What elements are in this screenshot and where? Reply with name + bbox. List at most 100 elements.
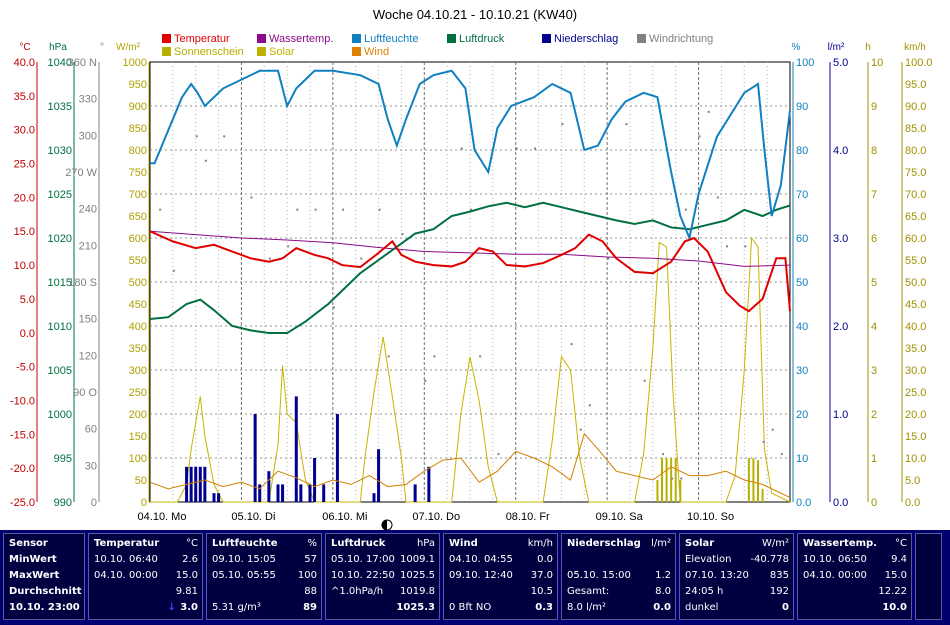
axis-tick-label: 990: [54, 497, 72, 509]
axis-tick-label: 50.0: [905, 277, 926, 289]
current-value: 1025.3: [396, 602, 435, 613]
panel-pressure: Luftdruck hPa 05.10. 17:00 1009.1 10.10. 2…: [325, 533, 440, 620]
min-value: 2.6: [182, 554, 198, 565]
panel-water-temperature: Wassertemp. °C 10.10. 06:50 9.4 04.10. 00:…: [797, 533, 912, 620]
axis-tick-label: 4.0: [833, 145, 848, 157]
current-value: 3.0: [180, 602, 198, 613]
wind-direction-point: [250, 196, 253, 199]
wind-direction-point: [680, 477, 683, 480]
row-label-current: 10.10. 23:00: [9, 602, 80, 613]
axis-tick-label: 1000: [48, 409, 72, 421]
abs-humidity: 5.31 g/m³: [212, 602, 261, 613]
precipitation-bar: [427, 466, 431, 502]
wind-direction-point: [780, 453, 783, 456]
min-time: 04.10. 04:55: [449, 554, 513, 565]
max-value: 1.2: [655, 570, 671, 581]
wind-direction-point: [296, 208, 299, 211]
axis-tick-label: 25.0: [905, 387, 926, 399]
axis-tick-label: 180 S: [68, 277, 97, 289]
weather-chart: Woche 04.10.21 - 10.10.21 (KW40) Temperat…: [10, 7, 933, 530]
sunshine-bar: [747, 458, 750, 502]
legend-label: Luftdruck: [459, 33, 505, 45]
wind-direction-point: [401, 233, 404, 236]
chart-title: Woche 04.10.21 - 10.10.21 (KW40): [373, 7, 577, 22]
wind-direction-point: [716, 196, 719, 199]
legend-label: Sonnenschein: [174, 46, 244, 58]
axis-tick-label: 300: [79, 130, 97, 142]
axis-tick-label: 4: [871, 321, 877, 333]
axis-tick-label: 85.0: [905, 123, 926, 135]
x-tick-label: 10.10. So: [687, 511, 734, 523]
wind-direction-point: [424, 379, 427, 382]
axis-tick-label: 270 W: [65, 167, 97, 179]
x-tick-label: 05.10. Di: [231, 511, 275, 523]
series-humidity: [150, 69, 791, 242]
wind-direction-point: [684, 208, 687, 211]
wind-direction-point: [342, 208, 344, 211]
axis-tick-label: 15.0: [905, 431, 926, 443]
legend-swatch: [352, 34, 361, 43]
axis-unit-label: %: [792, 42, 801, 53]
axis-tick-label: 1020: [48, 233, 72, 245]
axis-tick-label: -10.0: [10, 395, 35, 407]
panel-title: Niederschlag: [567, 538, 641, 549]
axis-tick-label: 1.0: [833, 409, 848, 421]
panel-unit: °C: [895, 538, 907, 549]
axis-tick-label: 20: [796, 409, 808, 421]
axis-tick-label: 900: [129, 101, 147, 113]
legend-label: Wassertemp.: [269, 33, 333, 45]
precipitation-bar: [267, 471, 271, 502]
axis-tick-label: 80.0: [905, 145, 926, 157]
wind-direction-point: [287, 245, 290, 248]
axis-tick-label: -15.0: [10, 429, 35, 441]
axis-tick-label: 7: [871, 189, 877, 201]
legend-label: Temperatur: [174, 33, 230, 45]
axis-tick-label: 25.0: [14, 159, 35, 171]
precipitation-bar: [335, 414, 339, 502]
panel-solar: Solar W/m² Elevation -40.778 07.10. 13:20 8…: [679, 533, 794, 620]
axis-tick-label: 650: [129, 211, 147, 223]
precipitation-bar: [313, 458, 317, 502]
axis-tick-label: 30: [796, 365, 808, 377]
axis-tick-label: 70.0: [905, 189, 926, 201]
panel-temperature: Temperatur °C 10.10. 06:40 2.6 04.10. 00:0…: [88, 533, 203, 620]
axis-unit-label: °: [100, 42, 104, 53]
axis-tick-label: 800: [129, 145, 147, 157]
axis-unit-label: hPa: [49, 42, 67, 53]
wind-direction-point: [561, 123, 564, 126]
axis-tick-label: 2.0: [833, 321, 848, 333]
legend-swatch: [162, 47, 171, 56]
beaufort: 0 Bft NO: [449, 602, 492, 613]
current-value: 0.3: [535, 602, 553, 613]
legend-label: Wind: [364, 46, 389, 58]
min-time: 09.10. 15:05: [212, 554, 276, 565]
panel-unit: °C: [186, 538, 198, 549]
axis-tick-label: 0: [91, 497, 97, 509]
axis-tick-label: 80: [796, 145, 808, 157]
wind-direction-point: [643, 379, 646, 382]
arrow-down-icon: ↓: [167, 602, 176, 613]
axis-tick-label: 35.0: [905, 343, 926, 355]
axis-tick-label: 0.0: [796, 497, 811, 509]
precipitation-bar: [377, 449, 381, 502]
panel-title: Sensor: [9, 538, 48, 549]
precipitation-bar: [281, 484, 285, 502]
precipitation-bar: [198, 466, 202, 502]
axis-unit-label: h: [865, 42, 871, 53]
axis-tick-label: 90.0: [905, 101, 926, 113]
axis-tick-label: 1000: [123, 57, 147, 69]
wind-direction-point: [662, 453, 664, 456]
precipitation-bar: [212, 493, 216, 502]
axis-tick-label: 150: [79, 314, 97, 326]
precipitation-bar: [253, 414, 257, 502]
axis-tick-label: 40: [796, 321, 808, 333]
wind-direction-point: [625, 123, 628, 126]
moon-phase-shadow: [382, 520, 387, 530]
chart-svg: Woche 04.10.21 - 10.10.21 (KW40) Temperat…: [10, 7, 933, 530]
wind-direction-point: [607, 257, 610, 260]
panel-precipitation: Niederschlag l/m² 05.10. 15:00 1.2 Gesamt:…: [561, 533, 676, 620]
axis-tick-label: 330: [79, 94, 97, 106]
wind-direction-point: [570, 343, 573, 346]
panel-empty: [915, 533, 942, 620]
precipitation-bar: [372, 493, 376, 502]
